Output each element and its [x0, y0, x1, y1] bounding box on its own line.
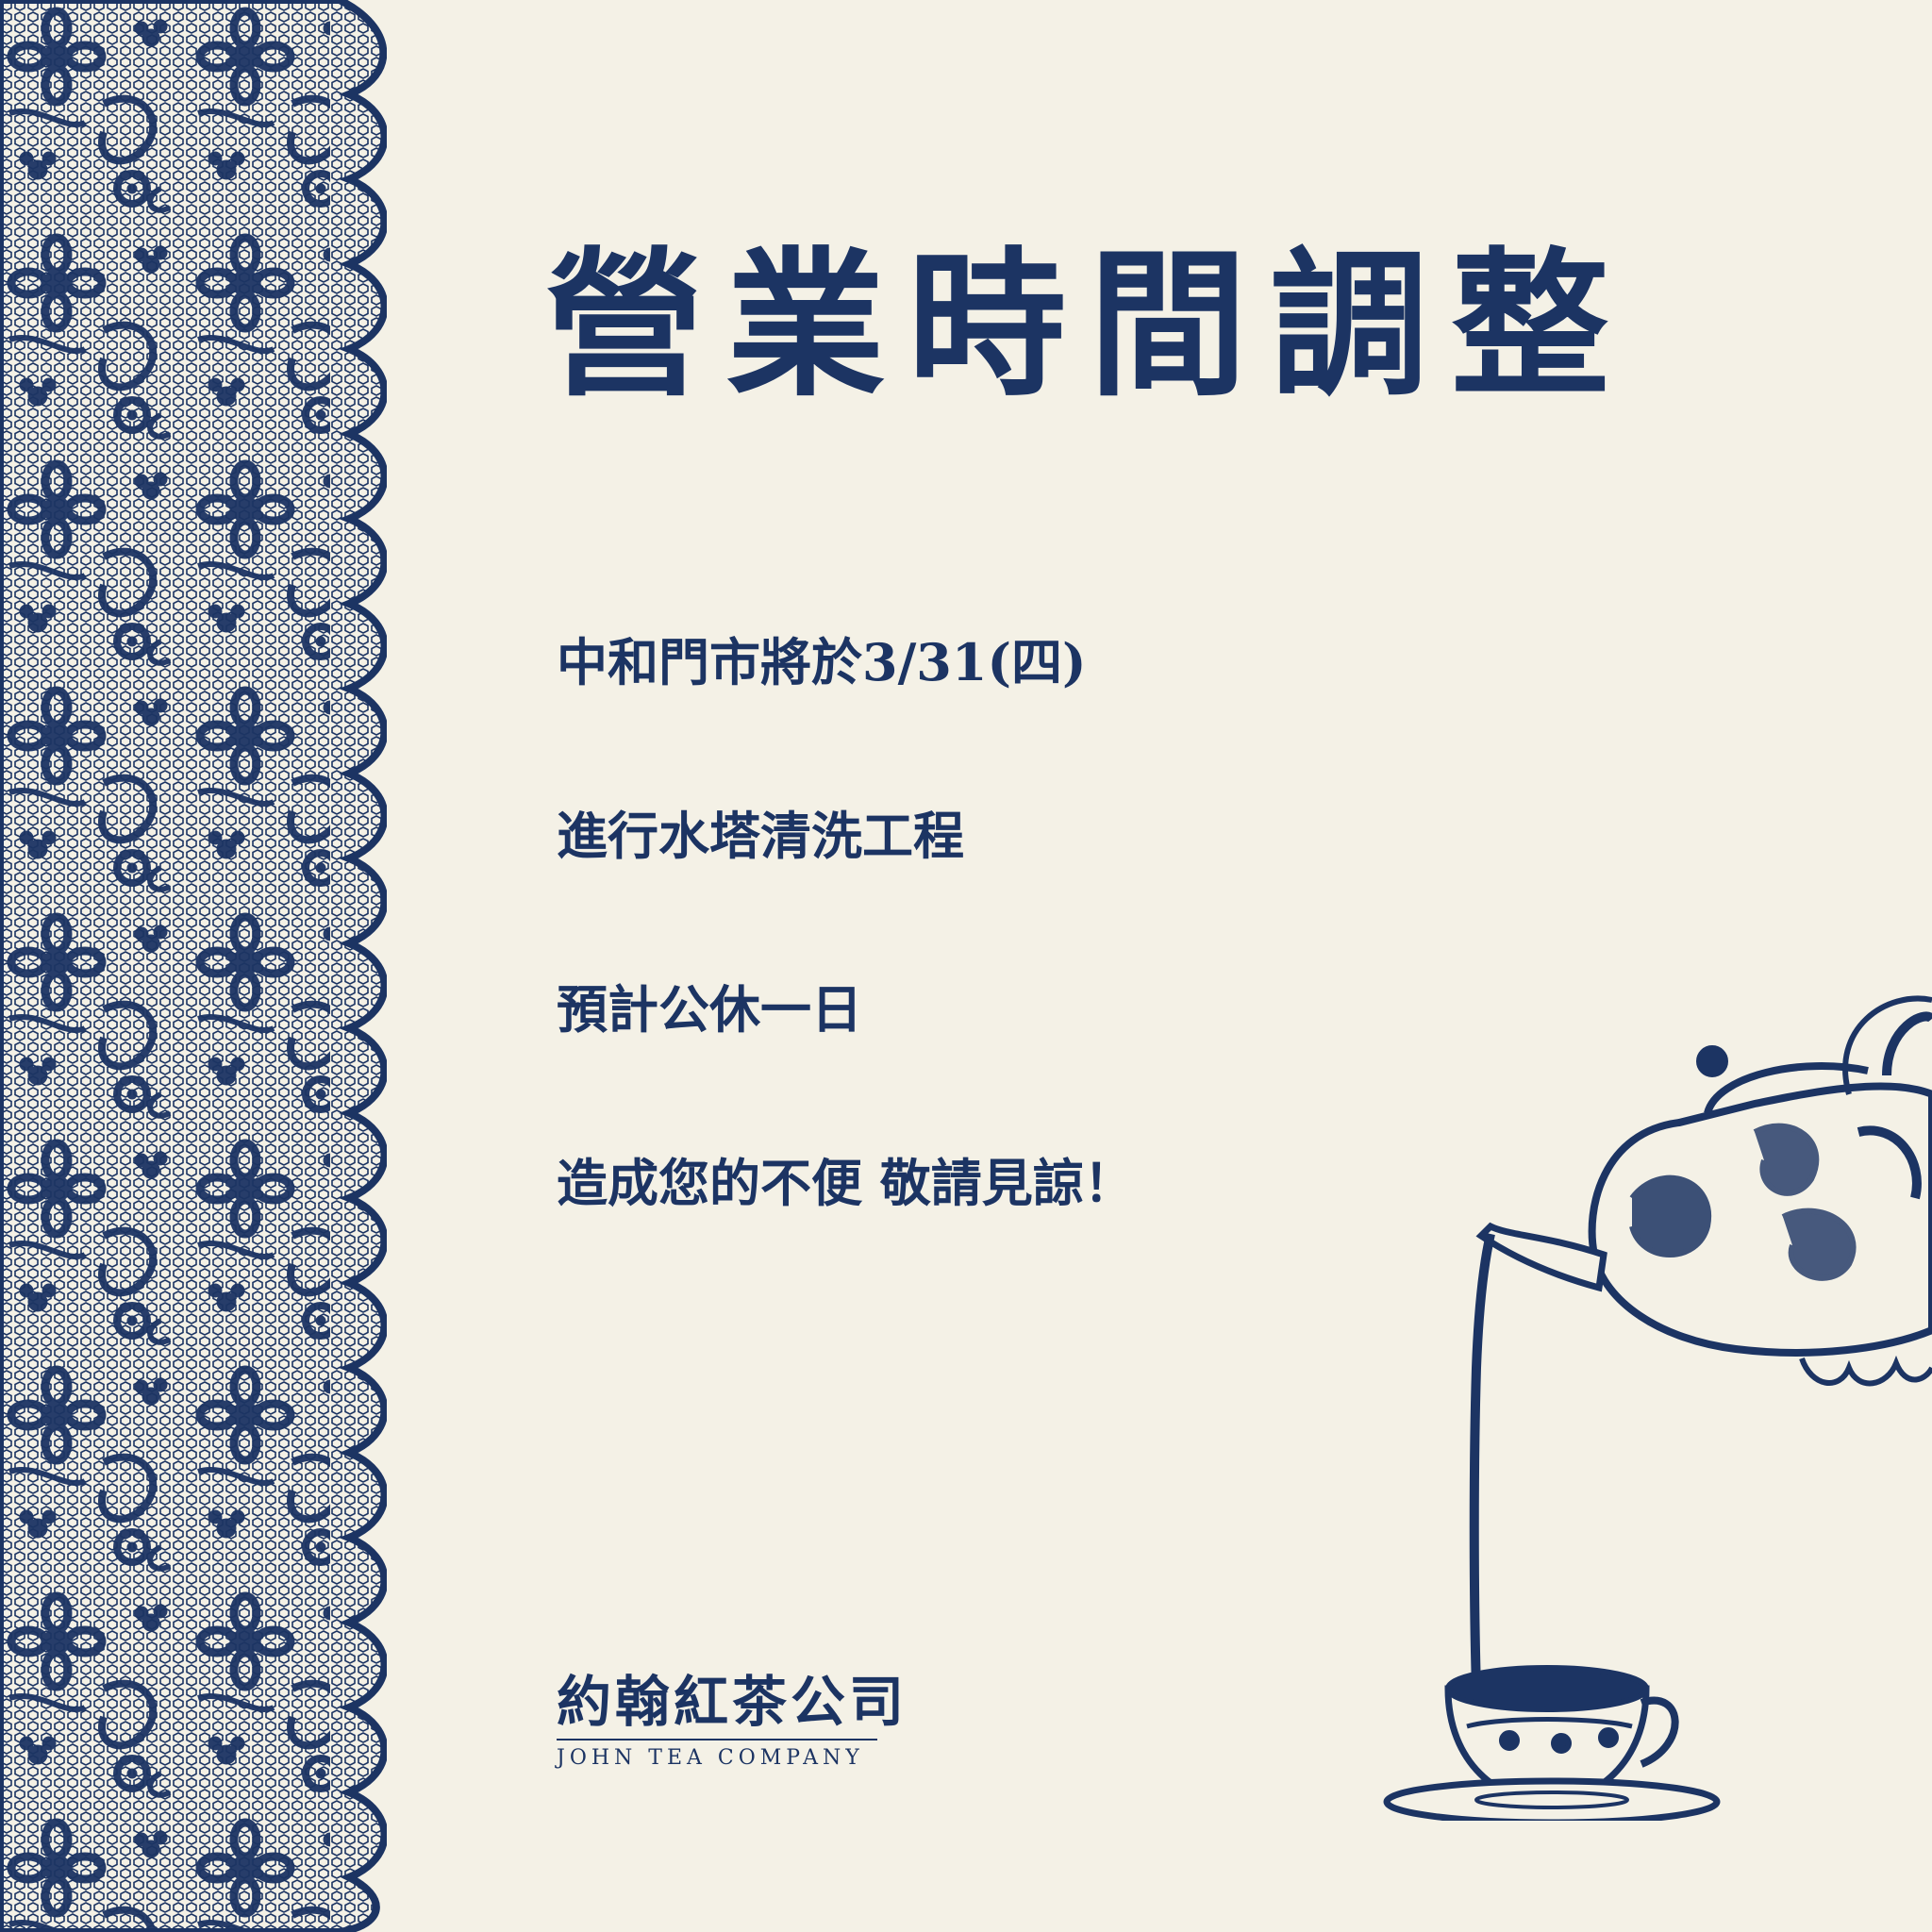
- notice-line-apology: 造成您的不便 敬請見諒！: [557, 1158, 1135, 1208]
- brand-name-zh: 約翰紅茶公司: [557, 1674, 908, 1729]
- announcement-body: 中和門市將於3/31(四) 進行水塔清洗工程 預計公休一日 造成您的不便 敬請見…: [557, 637, 1135, 1331]
- page-title: 營業時間調整: [545, 245, 1677, 404]
- brand-divider: [557, 1739, 877, 1740]
- lace-border-icon: [0, 0, 387, 1932]
- notice-line-closure: 預計公休一日: [557, 984, 1135, 1035]
- brand-logo: 約翰紅茶公司 JOHN TEA COMPANY: [557, 1674, 908, 1770]
- teapot-pouring-into-cup-icon: [1358, 972, 1932, 1821]
- notice-line-reason: 進行水塔清洗工程: [557, 810, 1135, 861]
- notice-line-date: 中和門市將於3/31(四): [557, 637, 1135, 688]
- brand-name-en: JOHN TEA COMPANY: [557, 1746, 908, 1770]
